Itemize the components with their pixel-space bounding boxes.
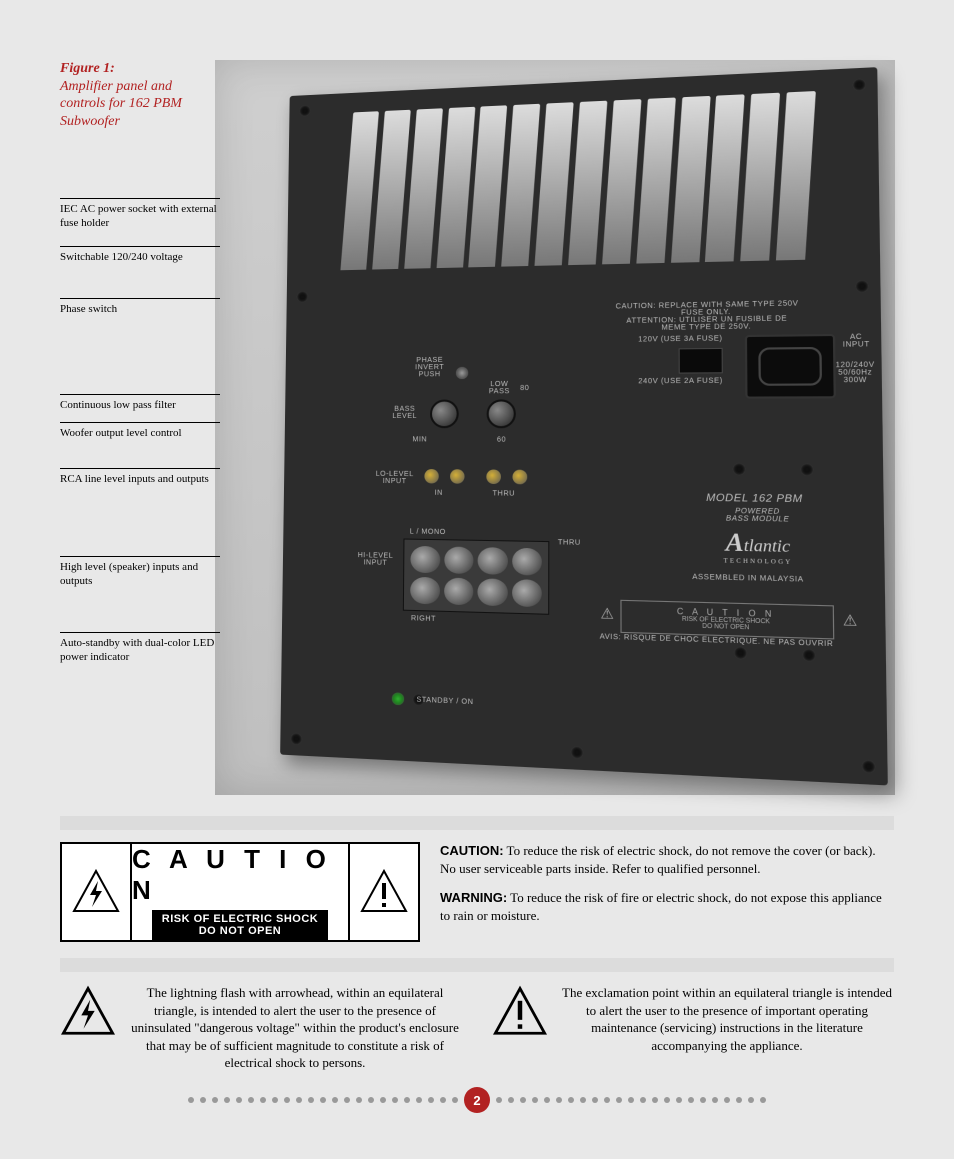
exclaim-triangle-icon xyxy=(348,844,418,940)
voltage-switch xyxy=(679,348,723,374)
figure-area: Figure 1: Amplifier panel and controls f… xyxy=(60,60,894,800)
panel-image: CAUTION: REPLACE WITH SAME TYPE 250V FUS… xyxy=(215,60,895,795)
caution-paragraph: CAUTION: To reduce the risk of electric … xyxy=(440,842,894,877)
thru-label: THRU xyxy=(493,490,516,498)
low-pass-knob xyxy=(487,399,516,428)
exclaim-icon: ⚠ xyxy=(843,612,858,631)
lp-80-label: 80 xyxy=(520,385,529,392)
symbol-block-exclaim: The exclamation point within an equilate… xyxy=(492,984,894,1072)
callout-text: Auto-standby with dual-color LED power i… xyxy=(60,632,220,665)
callout: High level (speaker) inputs and outputs xyxy=(60,556,220,597)
figure-title-bold: Figure 1: xyxy=(60,61,115,76)
brand-sub: TECHNOLOGY xyxy=(680,557,838,567)
rca-jack xyxy=(424,469,438,483)
bolt-triangle-icon xyxy=(62,844,132,940)
risk-bar: RISK OF ELECTRIC SHOCK DO NOT OPEN xyxy=(152,910,328,940)
min-label: MIN xyxy=(412,436,427,443)
page-number: 2 xyxy=(464,1087,490,1113)
lp-60-label: 60 xyxy=(497,436,506,443)
rca-jack xyxy=(512,470,527,485)
page: Figure 1: Amplifier panel and controls f… xyxy=(60,60,894,1119)
caution-heading: C A U T I O N xyxy=(132,844,348,906)
callout: RCA line level inputs and outputs xyxy=(60,468,220,495)
brand-rest: tlantic xyxy=(744,537,791,556)
exclaim-triangle-icon xyxy=(492,984,548,1040)
model-label: MODEL 162 PBM xyxy=(706,492,803,505)
powered-label: POWERED BASS MODULE xyxy=(726,508,789,524)
brand-a: A xyxy=(726,529,744,557)
symbol-block-bolt: The lightning flash with arrowhead, with… xyxy=(60,984,462,1072)
l-mono-label: L / MONO xyxy=(410,528,446,536)
bolt-icon: ⚠ xyxy=(600,606,614,625)
bolt-triangle-icon xyxy=(60,984,116,1040)
brand-logo: Atlantic TECHNOLOGY xyxy=(679,528,838,567)
figure-title-rest: Amplifier panel and controls for 162 PBM… xyxy=(60,79,182,129)
right-label: RIGHT xyxy=(411,615,436,623)
callout-text: RCA line level inputs and outputs xyxy=(60,468,220,487)
lo-level-label: LO-LEVEL INPUT xyxy=(376,471,414,486)
callout: Phase switch xyxy=(60,298,220,325)
labels-column: Figure 1: Amplifier panel and controls f… xyxy=(60,60,220,156)
rca-jack xyxy=(486,469,501,484)
symbol-text-1: The lightning flash with arrowhead, with… xyxy=(128,984,462,1072)
warning-text-block: CAUTION: To reduce the risk of electric … xyxy=(440,842,894,924)
callout: Woofer output level control xyxy=(60,422,220,449)
hi-level-label: HI-LEVEL INPUT xyxy=(358,552,394,567)
risk-line-1: RISK OF ELECTRIC SHOCK xyxy=(162,913,318,925)
standby-label: STANDBY / ON xyxy=(416,696,473,706)
divider-bar xyxy=(60,958,894,972)
callout-text: Woofer output level control xyxy=(60,422,220,441)
callout-text: Continuous low pass filter xyxy=(60,394,220,413)
speaker-terminals xyxy=(403,538,549,614)
thru-label-2: THRU xyxy=(558,539,581,547)
iec-socket xyxy=(745,334,836,399)
assembled-label: ASSEMBLED IN MALAYSIA xyxy=(692,574,803,584)
callout-text: Switchable 120/240 voltage xyxy=(60,246,220,265)
v240-label: 240V (USE 2A FUSE) xyxy=(638,378,723,386)
callout: Auto-standby with dual-color LED power i… xyxy=(60,632,220,673)
ac-input-label: AC INPUT xyxy=(843,333,870,348)
divider-bar xyxy=(60,816,894,830)
callout-text: IEC AC power socket with external fuse h… xyxy=(60,198,220,231)
warning-row: C A U T I O N RISK OF ELECTRIC SHOCK DO … xyxy=(60,842,894,942)
fuse-caution-label: CAUTION: REPLACE WITH SAME TYPE 250V FUS… xyxy=(613,300,800,332)
low-pass-label: LOW PASS xyxy=(489,381,510,395)
standby-led xyxy=(392,692,404,705)
warning-label: WARNING: xyxy=(440,890,507,905)
caution-text: To reduce the risk of electric shock, do… xyxy=(440,843,876,876)
symbol-row: The lightning flash with arrowhead, with… xyxy=(60,984,894,1072)
rca-jack xyxy=(450,469,465,484)
caution-label: CAUTION: xyxy=(440,843,504,858)
warning-text: To reduce the risk of fire or electric s… xyxy=(440,890,882,923)
bass-level-knob xyxy=(430,400,459,429)
phase-label: PHASE INVERT PUSH xyxy=(415,357,444,379)
phase-button xyxy=(456,367,468,379)
warning-paragraph: WARNING: To reduce the risk of fire or e… xyxy=(440,889,894,924)
ac-spec-label: 120/240V 50/60Hz 300W xyxy=(835,361,874,384)
risk-line-2: DO NOT OPEN xyxy=(162,925,318,937)
amplifier-plate: CAUTION: REPLACE WITH SAME TYPE 250V FUS… xyxy=(280,67,888,785)
figure-title: Figure 1: Amplifier panel and controls f… xyxy=(60,60,220,130)
callout-text: Phase switch xyxy=(60,298,220,317)
bass-level-label: BASS LEVEL xyxy=(392,406,417,420)
page-footer: 2 xyxy=(60,1087,894,1113)
caution-box: C A U T I O N RISK OF ELECTRIC SHOCK DO … xyxy=(60,842,420,942)
v120-label: 120V (USE 3A FUSE) xyxy=(638,335,722,343)
callout: Switchable 120/240 voltage xyxy=(60,246,220,273)
plate-caution-box: C A U T I O N RISK OF ELECTRIC SHOCK DO … xyxy=(620,600,834,640)
callout-text: High level (speaker) inputs and outputs xyxy=(60,556,220,589)
callout: Continuous low pass filter xyxy=(60,394,220,421)
heatsink xyxy=(346,91,812,270)
callout: IEC AC power socket with external fuse h… xyxy=(60,198,220,239)
in-label: IN xyxy=(435,490,443,497)
symbol-text-2: The exclamation point within an equilate… xyxy=(560,984,894,1054)
